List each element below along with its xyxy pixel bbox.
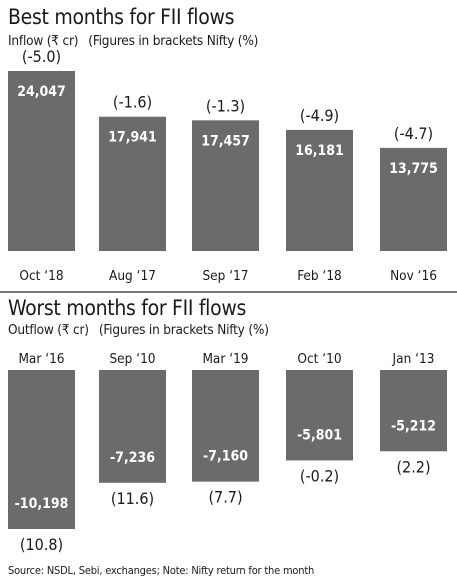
worst-value-label: -7,160 <box>203 449 248 465</box>
best-bar-4 <box>286 129 353 251</box>
best-nifty-label: (-4.7) <box>394 124 433 143</box>
worst-bar-2 <box>99 370 166 483</box>
best-category-label: Oct ‘18 <box>19 268 63 284</box>
best-category-label: Nov ‘16 <box>390 268 437 284</box>
best-bar-2 <box>99 116 166 251</box>
worst-value-label: -7,236 <box>110 450 155 466</box>
best-nifty-label: (-5.0) <box>22 47 61 66</box>
worst-value-label: -5,801 <box>297 427 342 443</box>
worst-category-label: Mar ‘19 <box>202 351 248 367</box>
worst-nifty-label: (10.8) <box>20 535 63 554</box>
best-category-label: Aug ‘17 <box>109 268 156 284</box>
source-note: Source: NSDL, Sebi, exchanges; Note: Nif… <box>8 564 315 577</box>
worst-nifty-label: (7.7) <box>208 488 242 507</box>
best-nifty-label: (-1.6) <box>113 93 152 112</box>
best-unit-label: Inflow (₹ cr) <box>8 33 79 49</box>
best-category-label: Feb ‘18 <box>297 268 342 284</box>
worst-nifty-label: (11.6) <box>111 489 154 508</box>
best-value-label: 13,775 <box>389 161 438 177</box>
worst-category-label: Jan ‘13 <box>392 351 435 367</box>
worst-value-label: -5,212 <box>391 418 436 434</box>
best-bar-1 <box>8 71 75 251</box>
section-divider <box>0 291 457 293</box>
worst-category-label: Sep ‘10 <box>109 351 155 367</box>
worst-bracket-note: (Figures in brackets Nifty (%) <box>98 322 269 338</box>
worst-chart-subtitle: Outflow (₹ cr) (Figures in brackets Nifty… <box>8 322 269 338</box>
best-chart-title: Best months for FII flows <box>8 5 235 29</box>
best-bar-5 <box>380 147 447 251</box>
best-value-label: 16,181 <box>295 143 344 159</box>
worst-category-label: Mar ‘16 <box>18 351 64 367</box>
worst-chart-title: Worst months for FII flows <box>8 296 247 320</box>
best-nifty-label: (-4.9) <box>300 106 339 125</box>
worst-unit-label: Outflow (₹ cr) <box>8 322 89 338</box>
worst-nifty-label: (-0.2) <box>300 466 339 485</box>
best-value-label: 24,047 <box>17 84 66 100</box>
best-value-label: 17,941 <box>108 130 157 146</box>
best-bracket-note: (Figures in brackets Nifty (%) <box>88 33 259 49</box>
worst-category-label: Oct ‘10 <box>297 351 341 367</box>
worst-nifty-label: (2.2) <box>396 457 430 476</box>
worst-bar-4 <box>286 370 353 461</box>
worst-value-label: -10,198 <box>15 496 69 512</box>
best-chart-subtitle: Inflow (₹ cr) (Figures in brackets Nifty … <box>8 33 258 49</box>
worst-bar-3 <box>192 370 259 482</box>
best-value-label: 17,457 <box>201 133 250 149</box>
worst-bar-5 <box>380 370 447 452</box>
best-category-label: Sep ‘17 <box>202 268 248 284</box>
best-bar-3 <box>192 120 259 251</box>
worst-bar-1 <box>8 370 75 529</box>
best-nifty-label: (-1.3) <box>206 96 245 115</box>
